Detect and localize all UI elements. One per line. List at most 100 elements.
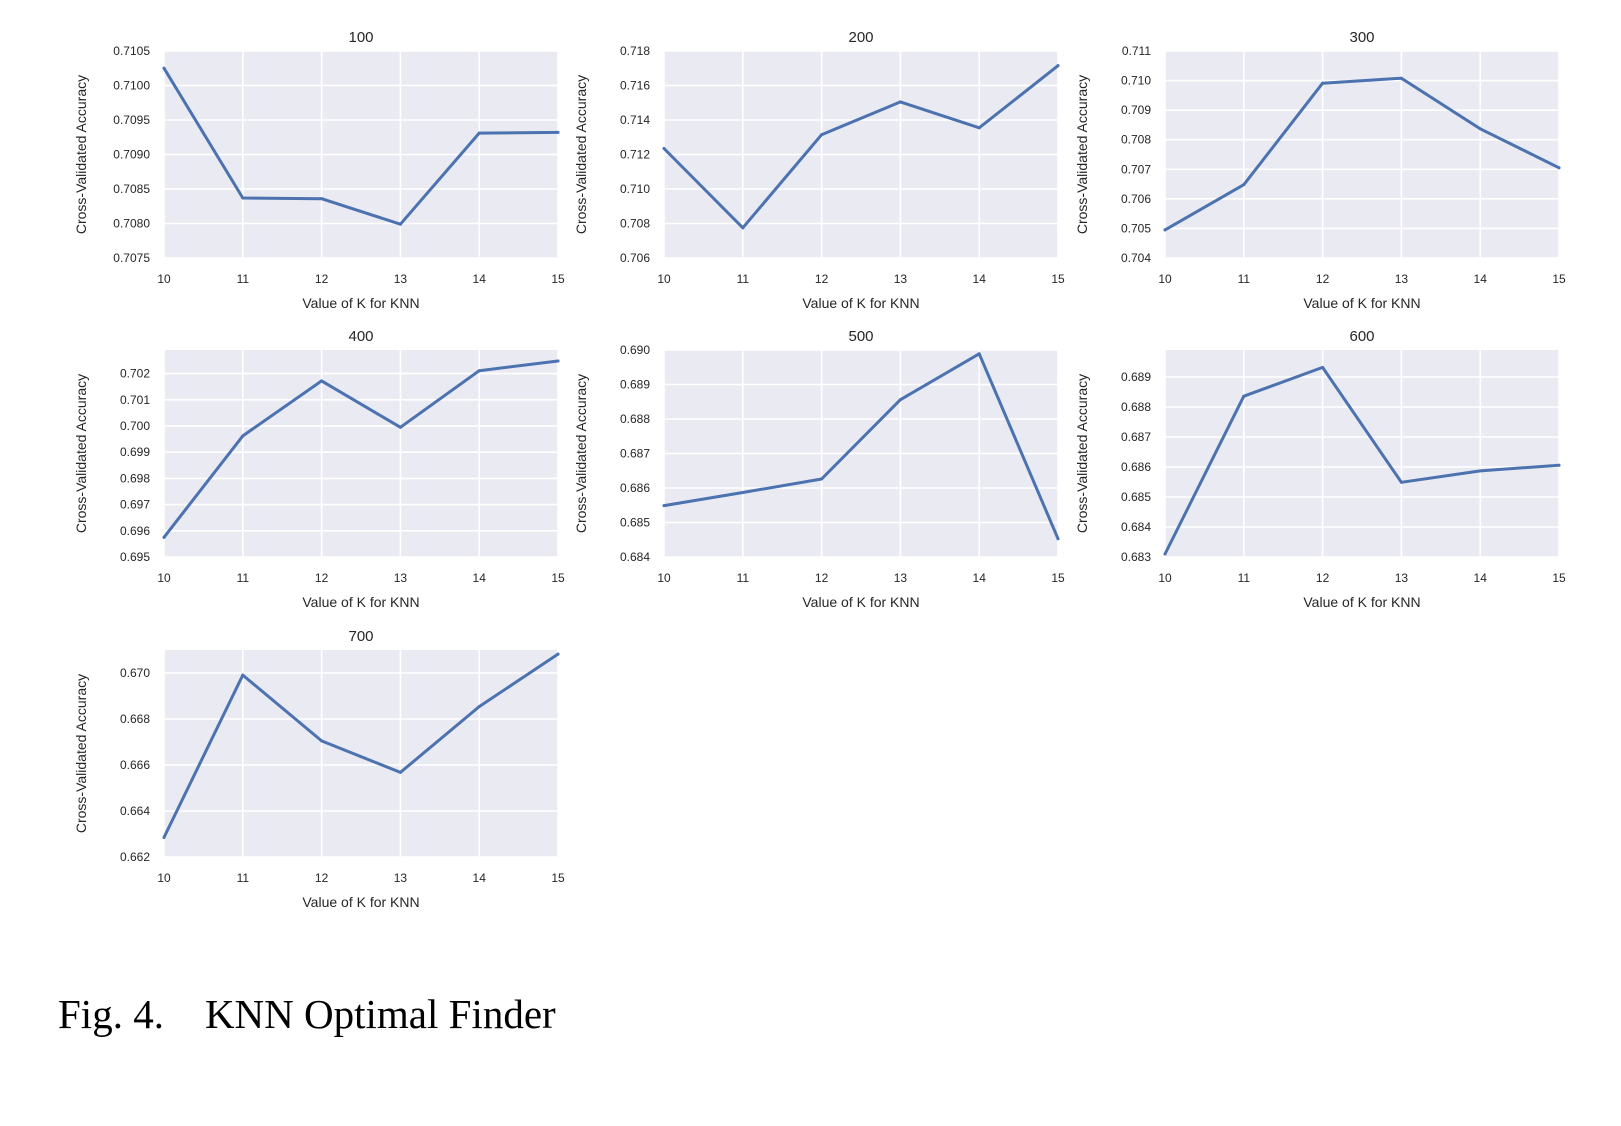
y-axis-label: Cross-Validated Accuracy: [73, 75, 89, 234]
series-line: [162, 359, 560, 539]
x-tick-label: 15: [1552, 571, 1566, 585]
x-tick-label: 10: [1158, 272, 1172, 286]
x-tick-label: 10: [657, 571, 671, 585]
x-tick-label: 14: [473, 571, 487, 585]
chart-panel-3: 10 11 12 13 14 15 0.695 0.696 0.697 0.698 0.699 0.7…: [73, 328, 565, 610]
data-point: [1242, 394, 1246, 398]
x-tick-label: 13: [394, 871, 408, 885]
chart-title: 200: [848, 29, 873, 46]
data-point: [898, 398, 902, 402]
data-point: [1557, 463, 1561, 467]
y-tick-label: 0.690: [620, 343, 650, 357]
x-tick-label: 11: [737, 571, 750, 585]
x-tick-label: 15: [551, 571, 565, 585]
chart-title: 600: [1349, 328, 1374, 345]
data-point: [556, 130, 560, 134]
data-point: [820, 133, 824, 137]
y-tick-label: 0.687: [1121, 430, 1151, 444]
y-tick-label: 0.662: [120, 850, 150, 864]
y-tick-label: 0.7085: [113, 182, 150, 196]
y-axis-label: Cross-Validated Accuracy: [1074, 75, 1090, 234]
data-point: [398, 425, 402, 429]
x-tick-label: 13: [1395, 571, 1409, 585]
y-tick-label: 0.685: [1121, 490, 1151, 504]
x-tick-label: 12: [315, 571, 329, 585]
x-tick-label: 10: [157, 571, 171, 585]
y-tick-label: 0.709: [1121, 103, 1151, 117]
chart-panel-5: 10 11 12 13 14 15 0.683 0.684 0.685 0.686 0.687 0.6…: [1074, 328, 1566, 610]
y-tick-label: 0.710: [620, 182, 650, 196]
data-point: [556, 652, 560, 656]
y-tick-label: 0.702: [120, 367, 150, 381]
chart-title: 300: [1349, 29, 1374, 46]
y-tick-label: 0.695: [120, 550, 150, 564]
data-point: [241, 196, 245, 200]
x-tick-label: 12: [815, 272, 829, 286]
series-line: [162, 66, 560, 226]
y-tick-label: 0.699: [120, 445, 150, 459]
data-point: [1056, 537, 1060, 541]
x-tick-label: 14: [473, 871, 487, 885]
data-point: [1321, 365, 1325, 369]
y-tick-label: 0.7090: [113, 148, 150, 162]
series-line: [662, 64, 1060, 230]
plot-area: [164, 650, 558, 857]
chart-title: 700: [348, 628, 373, 645]
y-tick-label: 0.716: [620, 79, 650, 93]
y-axis-label: Cross-Validated Accuracy: [573, 374, 589, 533]
chart-panel-4: 10 11 12 13 14 15 0.684 0.685 0.686 0.687 0.688 0.6…: [573, 328, 1065, 610]
y-tick-label: 0.7095: [113, 113, 150, 127]
x-tick-label: 15: [1051, 272, 1065, 286]
data-point: [741, 490, 745, 494]
x-tick-label: 14: [973, 571, 987, 585]
x-tick-label: 10: [157, 871, 171, 885]
y-tick-label: 0.7100: [113, 79, 150, 93]
data-point: [741, 226, 745, 230]
chart-title: 400: [348, 328, 373, 345]
x-axis-label: Value of K for KNN: [1303, 295, 1420, 311]
x-tick-label: 12: [315, 871, 329, 885]
y-tick-label: 0.684: [620, 550, 650, 564]
figure-caption: Fig. 4. KNN Optimal Finder: [58, 991, 556, 1037]
y-tick-label: 0.708: [1121, 133, 1151, 147]
data-point: [556, 359, 560, 363]
data-point: [477, 369, 481, 373]
plot-area: [1165, 51, 1559, 258]
y-tick-label: 0.670: [120, 666, 150, 680]
x-axis-label: Value of K for KNN: [302, 894, 419, 910]
data-point: [1321, 81, 1325, 85]
y-axis-label: Cross-Validated Accuracy: [1074, 374, 1090, 533]
x-tick-label: 11: [237, 272, 250, 286]
data-point: [1056, 64, 1060, 68]
y-tick-label: 0.7075: [113, 251, 150, 265]
data-point: [977, 352, 981, 356]
y-tick-label: 0.704: [1121, 251, 1151, 265]
y-tick-label: 0.701: [120, 393, 150, 407]
data-point: [1163, 228, 1167, 232]
x-tick-label: 10: [657, 272, 671, 286]
x-tick-label: 10: [157, 272, 171, 286]
x-axis-label: Value of K for KNN: [302, 295, 419, 311]
y-tick-label: 0.710: [1121, 74, 1151, 88]
x-tick-label: 15: [551, 871, 565, 885]
chart-title: 100: [348, 29, 373, 46]
y-tick-label: 0.708: [620, 217, 650, 231]
x-tick-label: 15: [551, 272, 565, 286]
data-point: [241, 434, 245, 438]
y-tick-label: 0.685: [620, 516, 650, 530]
y-tick-label: 0.686: [620, 481, 650, 495]
series-line: [1163, 365, 1561, 556]
y-tick-label: 0.718: [620, 44, 650, 58]
data-point: [320, 197, 324, 201]
y-tick-label: 0.683: [1121, 550, 1151, 564]
y-tick-label: 0.697: [120, 498, 150, 512]
x-tick-label: 13: [394, 272, 408, 286]
x-tick-label: 13: [394, 571, 408, 585]
y-tick-label: 0.689: [620, 378, 650, 392]
series-line: [162, 652, 560, 839]
data-point: [898, 100, 902, 104]
y-tick-label: 0.7105: [113, 44, 150, 58]
y-tick-label: 0.707: [1121, 162, 1151, 176]
x-tick-label: 12: [815, 571, 829, 585]
data-point: [1242, 183, 1246, 187]
